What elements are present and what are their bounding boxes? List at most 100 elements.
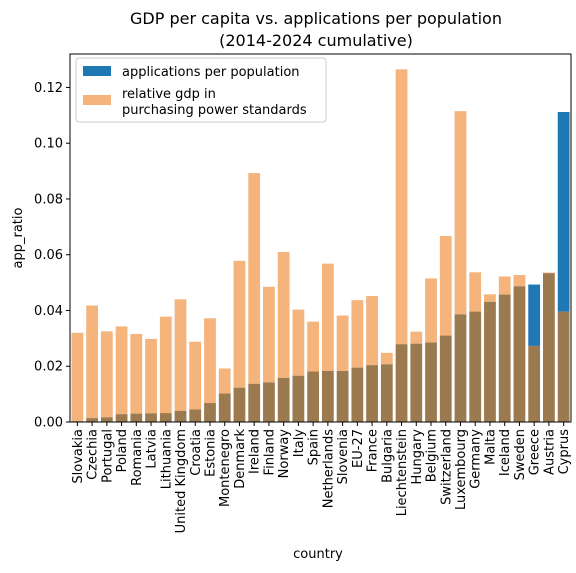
bar-gdp-finland xyxy=(263,286,275,383)
bar-overlap-austria xyxy=(543,273,555,422)
bar-gdp-romania xyxy=(130,333,143,414)
legend-swatch-applications xyxy=(83,66,111,76)
x-tick-label: Malta xyxy=(483,429,498,465)
x-tick-label: Slovakia xyxy=(71,429,86,484)
x-tick-label: Spain xyxy=(307,429,322,465)
bar-overlap-spain xyxy=(307,371,320,422)
x-tick-label: Sweden xyxy=(513,429,528,480)
x-tick-label: Slovenia xyxy=(336,429,351,484)
bar-gdp-latvia xyxy=(145,338,157,414)
bar-overlap-finland xyxy=(263,382,275,422)
x-tick-label: Ireland xyxy=(248,429,263,474)
bar-overlap-croatia xyxy=(189,409,202,422)
chart-subtitle: (2014-2024 cumulative) xyxy=(219,31,413,50)
x-tick-label: Switzerland xyxy=(439,429,454,505)
bar-overlap-czechia xyxy=(86,418,98,422)
bar-gdp-belgium xyxy=(425,278,437,343)
bar-gdp-ireland xyxy=(248,173,261,384)
x-tick-label: Netherlands xyxy=(321,429,336,508)
x-tick-label: Luxembourg xyxy=(454,429,469,510)
x-tick-label: Austria xyxy=(542,429,557,475)
bar-gdp-france xyxy=(366,295,378,366)
bar-overlap-romania xyxy=(130,413,143,422)
bar-overlap-united-kingdom xyxy=(174,410,187,422)
bar-gdp-slovakia xyxy=(71,332,84,422)
bar-overlap-latvia xyxy=(145,413,157,422)
bar-gdp-bulgaria xyxy=(380,352,393,365)
x-tick-label: EU-27 xyxy=(351,429,366,468)
bar-overlap-denmark xyxy=(233,387,246,422)
bars-group xyxy=(71,69,570,422)
bar-gdp-slovenia xyxy=(336,315,349,371)
y-tick-label: 0.10 xyxy=(34,137,63,152)
bar-applications-cyprus xyxy=(557,111,570,312)
y-axis-label: app_ratio xyxy=(11,207,26,268)
bar-overlap-eu-27 xyxy=(351,367,364,422)
chart-title: GDP per capita vs. applications per popu… xyxy=(130,9,502,28)
bar-gdp-germany xyxy=(469,272,482,312)
y-tick-label: 0.08 xyxy=(34,192,63,207)
x-tick-label: Hungary xyxy=(410,429,425,485)
bar-gdp-croatia xyxy=(189,341,202,410)
x-tick-label: Estonia xyxy=(203,429,218,477)
x-tick-label: Germany xyxy=(469,429,484,489)
x-tick-label: Iceland xyxy=(498,429,513,476)
x-tick-label: Cyprus xyxy=(557,429,572,475)
bar-overlap-switzerland xyxy=(439,335,452,422)
bar-overlap-cyprus xyxy=(557,311,570,422)
y-tick-label: 0.02 xyxy=(34,360,63,375)
bar-gdp-denmark xyxy=(233,260,246,388)
bar-overlap-liechtenstein xyxy=(395,344,408,422)
legend-label-gdp: relative gdp in purchasing power standard… xyxy=(122,87,307,118)
bar-overlap-ireland xyxy=(248,383,261,422)
y-tick-label: 0.04 xyxy=(34,304,63,319)
bar-gdp-italy xyxy=(292,309,305,376)
x-tick-label: Romania xyxy=(130,429,145,486)
x-tick-label: Denmark xyxy=(233,429,248,489)
x-tick-label: United Kingdom xyxy=(174,429,189,533)
bar-overlap-italy xyxy=(292,375,305,422)
bar-gdp-poland xyxy=(115,326,128,415)
x-tick-label: Poland xyxy=(115,429,130,472)
bar-overlap-germany xyxy=(469,311,482,422)
bar-gdp-eu-27 xyxy=(351,300,364,368)
bar-overlap-malta xyxy=(484,301,496,422)
bar-overlap-slovenia xyxy=(336,370,349,422)
x-tick-label: Bulgaria xyxy=(380,429,395,483)
bar-gdp-netherlands xyxy=(321,263,334,371)
bar-overlap-greece xyxy=(528,345,541,422)
bar-overlap-montenegro xyxy=(218,393,231,422)
x-tick-label: Greece xyxy=(528,429,543,475)
x-tick-label: Czechia xyxy=(86,429,101,480)
bar-overlap-estonia xyxy=(204,403,216,422)
bar-gdp-czechia xyxy=(86,305,98,419)
bar-overlap-poland xyxy=(115,414,128,422)
bar-gdp-portugal xyxy=(100,331,113,418)
bar-overlap-france xyxy=(366,365,378,422)
plot-frame xyxy=(69,53,572,423)
x-axis: Slovakia Czechia Portugal Poland Romania Latv… xyxy=(71,422,572,533)
x-tick-label: Finland xyxy=(262,429,277,475)
bar-gdp-norway xyxy=(277,251,290,378)
x-tick-label: Latvia xyxy=(145,429,160,469)
bar-gdp-estonia xyxy=(204,318,216,404)
x-tick-label: Portugal xyxy=(100,429,115,483)
bar-gdp-hungary xyxy=(410,331,423,344)
x-tick-label: Belgium xyxy=(425,429,440,482)
bar-overlap-sweden xyxy=(513,286,526,422)
y-tick-label: 0.12 xyxy=(34,81,63,96)
bar-overlap-luxembourg xyxy=(454,314,467,422)
x-axis-label: country xyxy=(293,547,343,562)
bar-overlap-bulgaria xyxy=(380,364,393,422)
y-axis: 0.00 0.02 0.04 0.06 0.08 0.10 0.12 xyxy=(34,81,70,431)
y-tick-label: 0.06 xyxy=(34,248,63,263)
bar-overlap-belgium xyxy=(425,342,437,422)
bar-overlap-hungary xyxy=(410,343,423,422)
bar-gdp-lithuania xyxy=(159,316,172,414)
x-tick-label: Lithuania xyxy=(159,429,174,489)
x-tick-label: Norway xyxy=(277,429,292,479)
bar-gdp-austria xyxy=(543,272,555,274)
bar-overlap-portugal xyxy=(100,417,113,422)
legend-label-applications: applications per population xyxy=(122,65,300,80)
bar-applications-greece xyxy=(528,284,541,346)
